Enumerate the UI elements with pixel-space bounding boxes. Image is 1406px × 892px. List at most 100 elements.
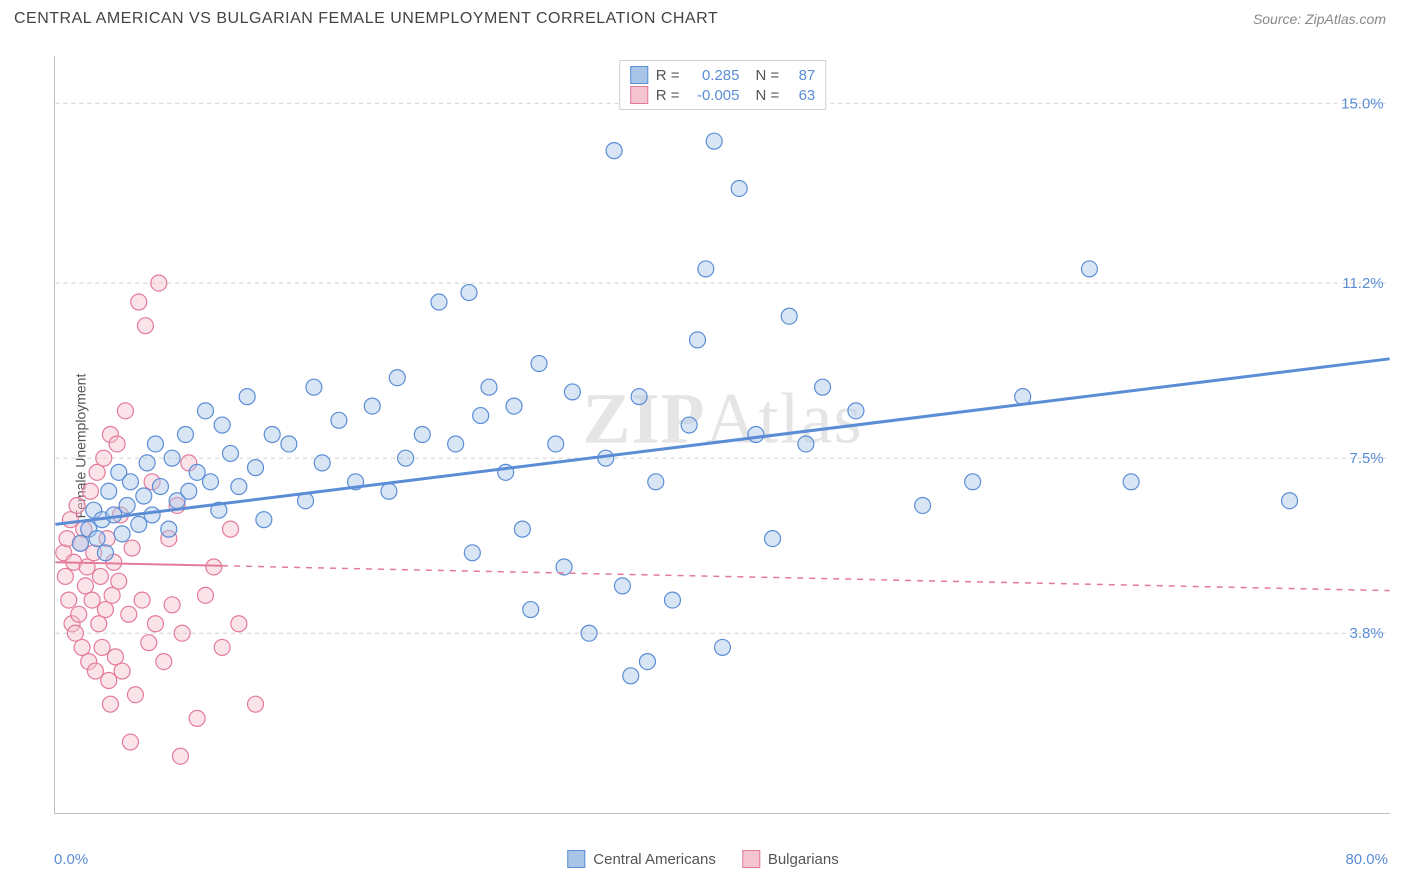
source-attribution: Source: ZipAtlas.com [1253, 11, 1386, 27]
scatter-point [664, 592, 680, 608]
scatter-point [61, 592, 77, 608]
scatter-point [623, 668, 639, 684]
correlation-legend: R = 0.285 N = 87 R = -0.005 N = 63 [619, 60, 827, 110]
scatter-point [581, 625, 597, 641]
scatter-point [414, 427, 430, 443]
scatter-point [606, 143, 622, 159]
scatter-point [481, 379, 497, 395]
n-label: N = [756, 67, 780, 84]
scatter-point [74, 639, 90, 655]
scatter-point [69, 497, 85, 513]
scatter-point [134, 592, 150, 608]
scatter-point [197, 587, 213, 603]
scatter-point [202, 474, 218, 490]
scatter-point [765, 531, 781, 547]
scatter-point [136, 488, 152, 504]
scatter-point [67, 625, 83, 641]
scatter-point [94, 639, 110, 655]
scatter-point [107, 649, 123, 665]
r-value-2: -0.005 [688, 87, 740, 104]
scatter-point [106, 507, 122, 523]
scatter-point [89, 464, 105, 480]
scatter-point [151, 275, 167, 291]
scatter-point [431, 294, 447, 310]
scatter-point [206, 559, 222, 575]
scatter-point [214, 639, 230, 655]
scatter-point [681, 417, 697, 433]
scatter-point [131, 516, 147, 532]
scatter-point [256, 512, 272, 528]
scatter-point [102, 696, 118, 712]
scatter-point [177, 427, 193, 443]
scatter-point [748, 427, 764, 443]
scatter-point [101, 483, 117, 499]
scatter-point [564, 384, 580, 400]
scatter-point [71, 606, 87, 622]
scatter-point [89, 531, 105, 547]
scatter-point [631, 389, 647, 405]
scatter-point [448, 436, 464, 452]
scatter-point [731, 180, 747, 196]
scatter-point [461, 285, 477, 301]
svg-text:7.5%: 7.5% [1350, 450, 1384, 467]
legend-label-1: Central Americans [593, 851, 716, 868]
scatter-point [119, 497, 135, 513]
scatter-point [239, 389, 255, 405]
scatter-point [137, 318, 153, 334]
scatter-point [91, 616, 107, 632]
scatter-point [314, 455, 330, 471]
scatter-point [121, 606, 137, 622]
scatter-point [223, 521, 239, 537]
series-legend: Central Americans Bulgarians [567, 850, 838, 868]
scatter-point [248, 696, 264, 712]
scatter-point [1081, 261, 1097, 277]
header: CENTRAL AMERICAN VS BULGARIAN FEMALE UNE… [0, 0, 1406, 34]
scatter-point [214, 417, 230, 433]
n-value-1: 87 [787, 67, 815, 84]
scatter-point [264, 427, 280, 443]
x-axis-max: 80.0% [1345, 851, 1388, 868]
legend-item-2: Bulgarians [742, 850, 839, 868]
scatter-point [79, 559, 95, 575]
scatter-point [639, 654, 655, 670]
scatter-point [144, 507, 160, 523]
scatter-point [815, 379, 831, 395]
scatter-point [306, 379, 322, 395]
scatter-point [111, 573, 127, 589]
scatter-point [141, 635, 157, 651]
scatter-point [381, 483, 397, 499]
scatter-point [172, 748, 188, 764]
scatter-point [698, 261, 714, 277]
legend-row-series-1: R = 0.285 N = 87 [630, 65, 816, 85]
svg-text:3.8%: 3.8% [1350, 625, 1384, 642]
scatter-point [1282, 493, 1298, 509]
scatter-point [77, 578, 93, 594]
scatter-point [531, 356, 547, 372]
scatter-point [231, 616, 247, 632]
scatter-point [147, 616, 163, 632]
scatter-point [398, 450, 414, 466]
scatter-point [1123, 474, 1139, 490]
scatter-point [364, 398, 380, 414]
scatter-point [97, 602, 113, 618]
scatter-point [614, 578, 630, 594]
scatter-point [122, 734, 138, 750]
n-label: N = [756, 87, 780, 104]
scatter-point [798, 436, 814, 452]
plot-area: ZIPAtlas R = 0.285 N = 87 R = -0.005 N =… [54, 56, 1390, 814]
scatter-point [181, 483, 197, 499]
legend-swatch-1b [567, 850, 585, 868]
scatter-point [523, 602, 539, 618]
scatter-point [131, 294, 147, 310]
scatter-point [147, 436, 163, 452]
scatter-point [514, 521, 530, 537]
r-label: R = [656, 67, 680, 84]
scatter-point [152, 479, 168, 495]
scatter-point [915, 497, 931, 513]
scatter-point [114, 663, 130, 679]
legend-item-1: Central Americans [567, 850, 716, 868]
scatter-point [781, 308, 797, 324]
scatter-point [117, 403, 133, 419]
legend-label-2: Bulgarians [768, 851, 839, 868]
scatter-point [156, 654, 172, 670]
